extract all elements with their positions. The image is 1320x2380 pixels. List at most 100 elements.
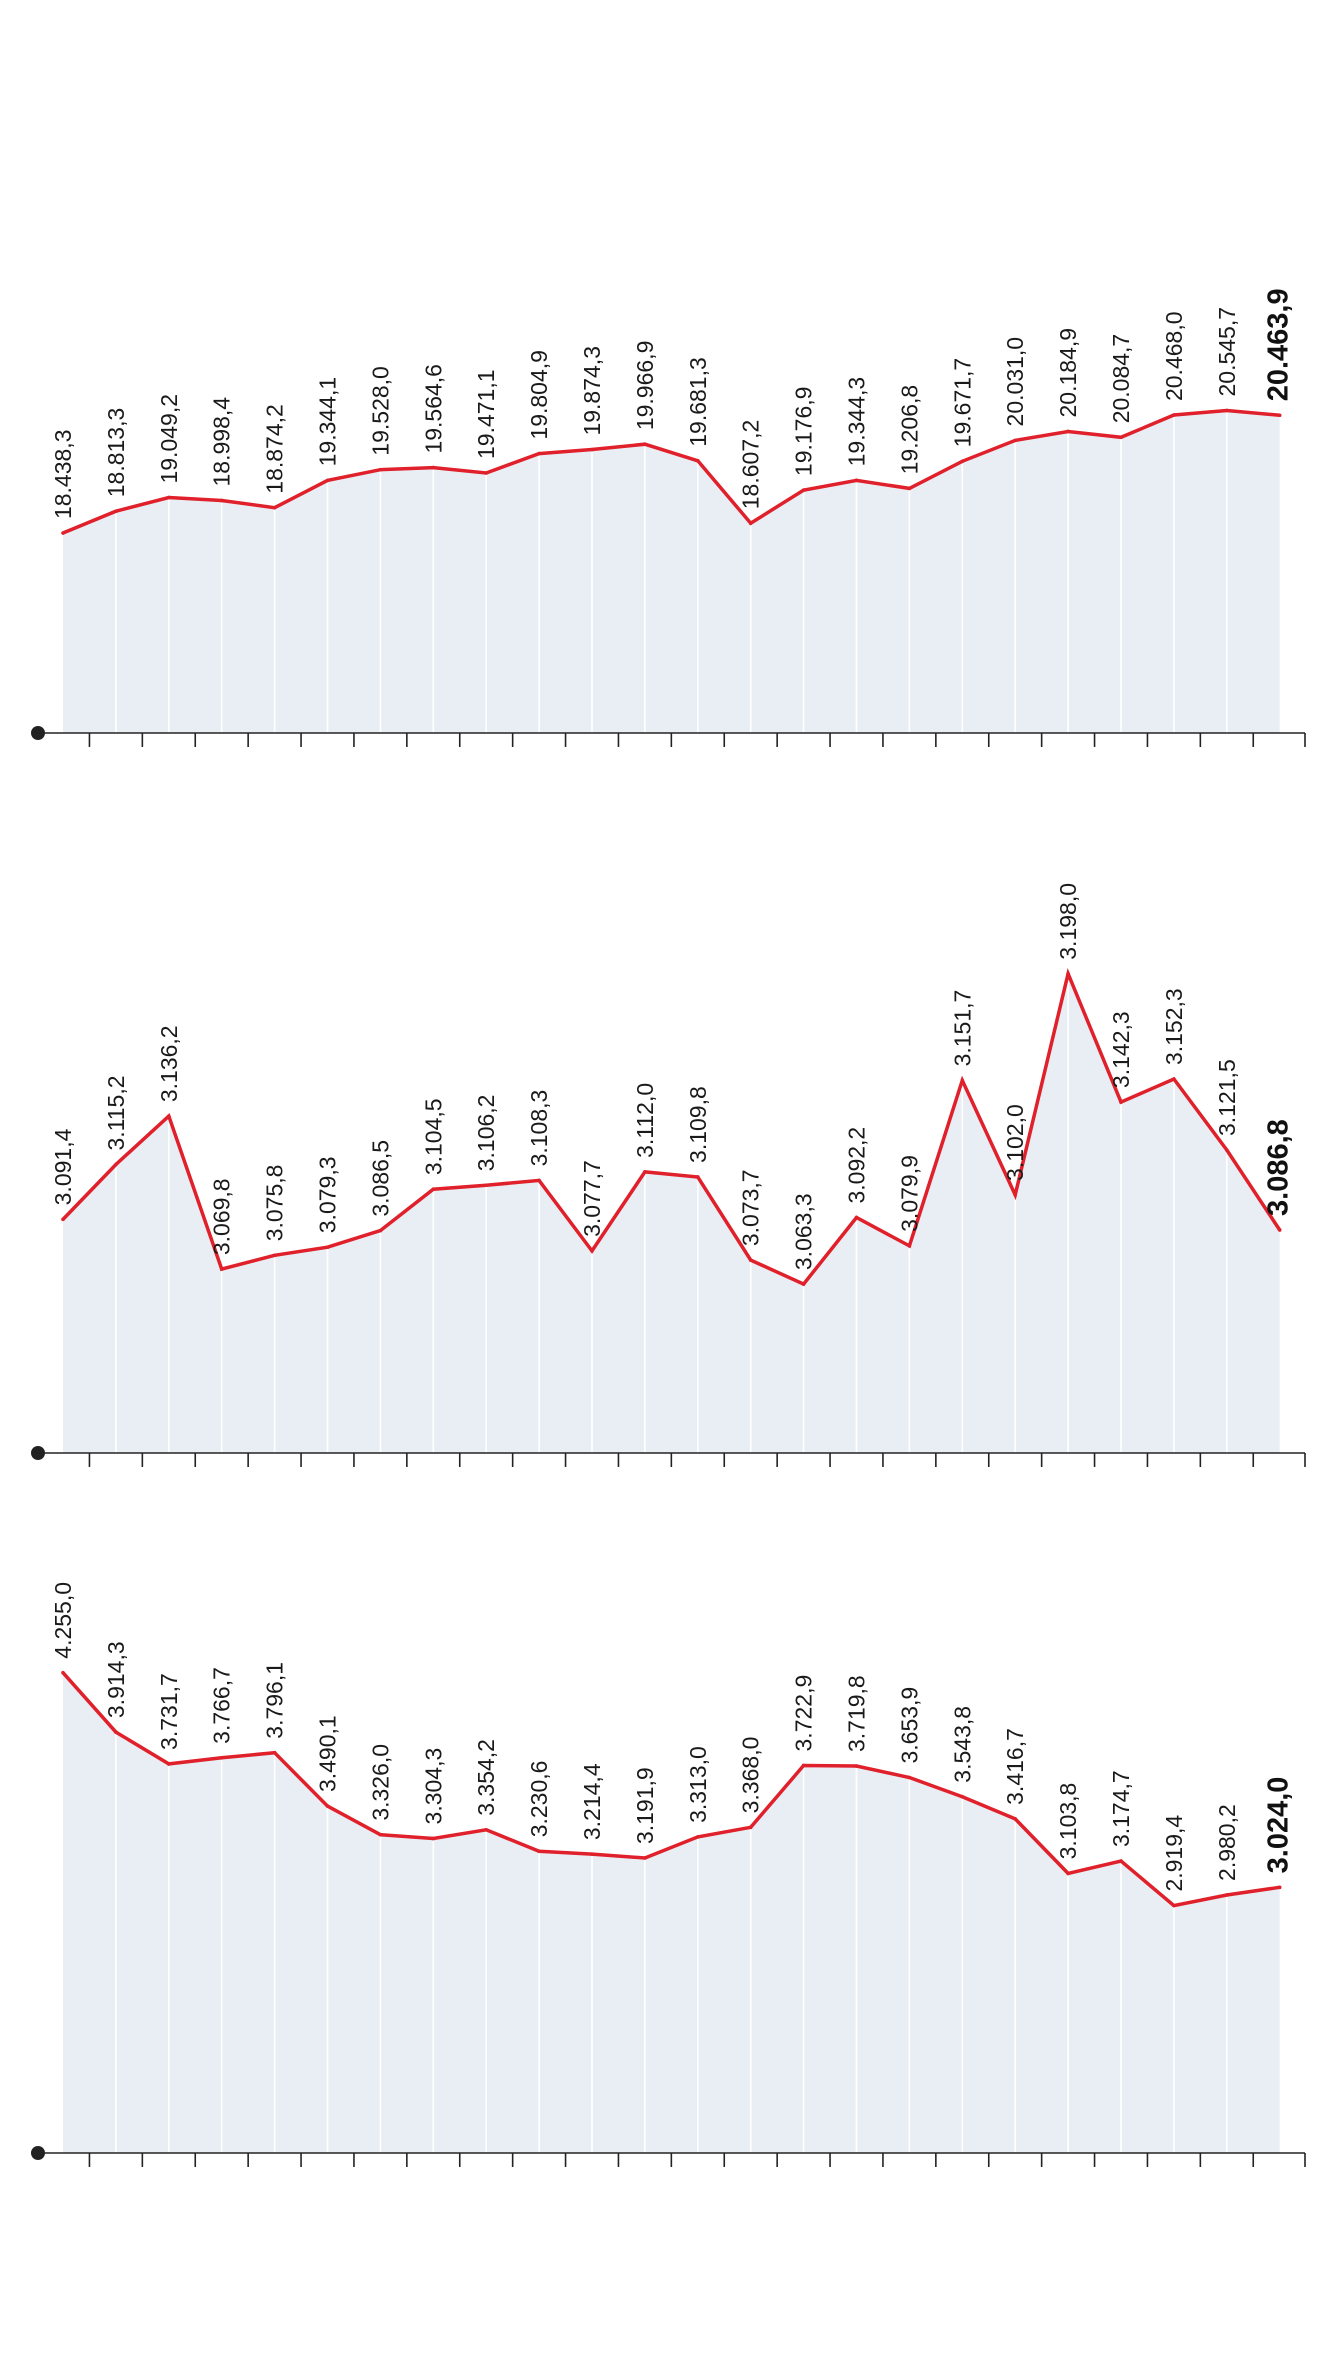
data-point <box>114 509 118 514</box>
data-point <box>960 1078 965 1083</box>
area-fill <box>63 973 1280 1453</box>
data-label: 3.086,5 <box>367 1140 393 1217</box>
data-label: 3.151,7 <box>949 990 975 1067</box>
data-label: 3.112,0 <box>632 1083 658 1158</box>
area-fill <box>63 1672 1280 2153</box>
data-label: 18.874,2 <box>262 404 288 494</box>
data-point <box>1277 413 1282 418</box>
data-point <box>537 451 541 456</box>
data-point <box>907 1775 912 1780</box>
data-point <box>272 505 277 510</box>
data-label: 3.086,8 <box>1263 1119 1295 1216</box>
data-label: 4.255,0 <box>50 1582 76 1659</box>
data-point <box>484 1827 489 1832</box>
data-label: 2.919,4 <box>1161 1815 1187 1892</box>
axis-origin-dot <box>31 2146 45 2160</box>
data-label: 19.874,3 <box>579 346 605 436</box>
data-label: 19.966,9 <box>632 341 658 431</box>
series-line <box>61 968 1282 1287</box>
data-point <box>1066 971 1070 976</box>
data-point <box>1013 1193 1017 1197</box>
data-label: 3.108,3 <box>526 1090 552 1167</box>
data-point <box>167 495 171 500</box>
data-label: 3.719,8 <box>844 1675 870 1752</box>
data-label: 19.049,2 <box>156 394 182 484</box>
data-label: 3.731,7 <box>156 1673 182 1750</box>
data-point <box>1172 1077 1176 1081</box>
data-point <box>643 1170 647 1174</box>
data-point <box>801 1763 806 1768</box>
data-point <box>167 1762 171 1766</box>
data-point <box>1277 1885 1282 1890</box>
data-label: 3.416,7 <box>1002 1728 1028 1805</box>
data-point <box>1225 1893 1229 1897</box>
data-label: 19.564,6 <box>420 364 446 454</box>
data-point <box>960 459 965 464</box>
data-label: 3.490,1 <box>315 1715 341 1792</box>
data-point <box>696 1835 700 1839</box>
data-point <box>272 1750 277 1755</box>
data-point <box>61 1670 65 1675</box>
data-label: 3.543,8 <box>949 1706 975 1783</box>
data-label: 3.304,3 <box>420 1748 446 1825</box>
data-label: 3.354,2 <box>473 1739 499 1816</box>
data-label: 3.103,8 <box>1055 1783 1081 1860</box>
data-point <box>431 465 436 470</box>
data-point <box>1013 1817 1017 1821</box>
series-line <box>62 408 1280 535</box>
axis-origin-dot <box>31 726 45 740</box>
data-point <box>325 1804 330 1808</box>
data-point <box>431 1836 436 1841</box>
area-fill <box>63 410 1280 733</box>
data-label: 19.804,9 <box>526 350 552 440</box>
data-point <box>590 1852 594 1856</box>
data-label: 3.073,7 <box>738 1169 764 1246</box>
data-point <box>590 1249 594 1253</box>
data-label: 3.069,8 <box>209 1178 235 1255</box>
data-label: 3.796,1 <box>262 1662 288 1739</box>
data-label: 19.176,9 <box>791 387 817 477</box>
data-point <box>696 1175 700 1179</box>
data-label: 19.681,3 <box>685 357 711 447</box>
data-point <box>1119 1859 1123 1863</box>
data-point <box>61 531 65 535</box>
data-point <box>1225 1148 1229 1152</box>
data-point <box>1066 1871 1070 1876</box>
data-label: 3.075,8 <box>262 1165 288 1242</box>
data-label: 3.121,5 <box>1214 1059 1240 1136</box>
data-point <box>907 486 912 491</box>
data-label: 3.104,5 <box>420 1098 446 1175</box>
data-point <box>219 1267 224 1271</box>
data-point <box>325 1245 330 1250</box>
data-label: 3.191,9 <box>632 1767 658 1844</box>
data-label: 3.653,9 <box>896 1687 922 1764</box>
data-label: 3.368,0 <box>738 1737 764 1814</box>
data-label: 3.079,9 <box>896 1155 922 1232</box>
data-point <box>696 458 700 463</box>
data-point <box>1119 435 1123 440</box>
data-point <box>748 1258 753 1262</box>
axis-origin-dot <box>31 1446 45 1460</box>
series-line <box>61 1671 1280 1908</box>
data-label: 3.024,0 <box>1263 1777 1295 1874</box>
data-label: 20.031,0 <box>1002 337 1028 427</box>
data-point <box>1066 429 1070 434</box>
data-label: 3.092,2 <box>844 1127 870 1204</box>
data-label: 19.471,1 <box>473 369 499 459</box>
data-label: 3.115,2 <box>103 1075 129 1150</box>
data-point <box>219 498 224 503</box>
data-point <box>114 1162 118 1167</box>
data-label: 3.722,9 <box>791 1675 817 1752</box>
data-point <box>484 1183 489 1188</box>
data-point <box>61 1217 65 1222</box>
data-label: 18.607,2 <box>738 420 764 510</box>
data-label: 3.109,8 <box>685 1086 711 1163</box>
data-point <box>854 1764 859 1768</box>
data-label: 20.545,7 <box>1214 307 1240 397</box>
data-point <box>1225 408 1229 413</box>
data-point <box>748 521 753 526</box>
data-point <box>1172 1903 1176 1908</box>
data-point <box>643 442 647 446</box>
data-point <box>854 478 859 483</box>
